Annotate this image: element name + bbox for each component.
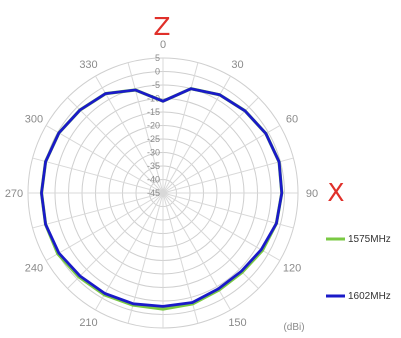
radial-tick-label: -25	[147, 134, 160, 144]
angle-tick-label: 270	[5, 188, 23, 200]
radial-tick-label: -30	[147, 148, 160, 158]
radial-tick-label: -45	[147, 188, 160, 198]
angle-tick-label: 30	[231, 59, 243, 71]
grid-spoke	[162, 97, 259, 194]
grid-spoke	[32, 157, 164, 194]
grid-spoke	[127, 62, 164, 194]
grid-spoke	[162, 192, 294, 229]
grid-spoke	[162, 192, 231, 311]
angle-tick-label: 0	[160, 39, 166, 51]
angle-tick-label: 60	[286, 114, 298, 126]
angle-tick-label: 300	[25, 114, 43, 126]
x-axis-label: X	[327, 178, 344, 207]
grid-spoke	[162, 157, 294, 194]
angle-tick-label: 240	[25, 263, 43, 275]
angle-tick-label: 150	[228, 317, 246, 329]
radial-tick-label: -20	[147, 121, 160, 131]
radial-tick-labels: 50-5-10-15-20-25-30-35-40-45	[147, 53, 160, 198]
radial-tick-label: -15	[147, 107, 160, 117]
grid-spoke	[95, 75, 164, 194]
legend-label-1602mhz: 1602MHz	[348, 291, 391, 302]
unit-label: (dBi)	[283, 322, 304, 333]
grid-spoke	[45, 125, 164, 194]
angle-tick-labels: 0306090120150180210240270300330	[5, 39, 318, 338]
legend: 1575MHz 1602MHz	[326, 234, 391, 302]
radial-tick-label: 0	[155, 67, 160, 77]
radial-tick-label: -35	[147, 161, 160, 171]
angle-tick-label: 90	[306, 188, 318, 200]
z-axis-label: Z	[153, 12, 170, 41]
grid-spoke	[127, 192, 164, 324]
legend-label-1575mhz: 1575MHz	[348, 234, 391, 245]
grid-spoke	[45, 192, 164, 261]
series-trace-1602mhz	[40, 87, 284, 308]
radial-tick-label: 5	[155, 53, 160, 63]
grid-spoke	[95, 192, 164, 311]
grid-spoke	[67, 97, 164, 194]
radial-tick-label: -5	[152, 80, 160, 90]
grid-spoke	[32, 192, 164, 229]
angle-tick-label: 120	[283, 263, 301, 275]
angle-tick-label: 330	[79, 59, 97, 71]
radial-tick-label: -40	[147, 175, 160, 185]
polar-grid	[27, 57, 299, 329]
grid-spoke	[162, 125, 281, 194]
angle-tick-label: 210	[79, 317, 97, 329]
grid-spoke	[162, 62, 199, 194]
series-layer	[39, 87, 284, 311]
grid-spoke	[67, 192, 164, 289]
